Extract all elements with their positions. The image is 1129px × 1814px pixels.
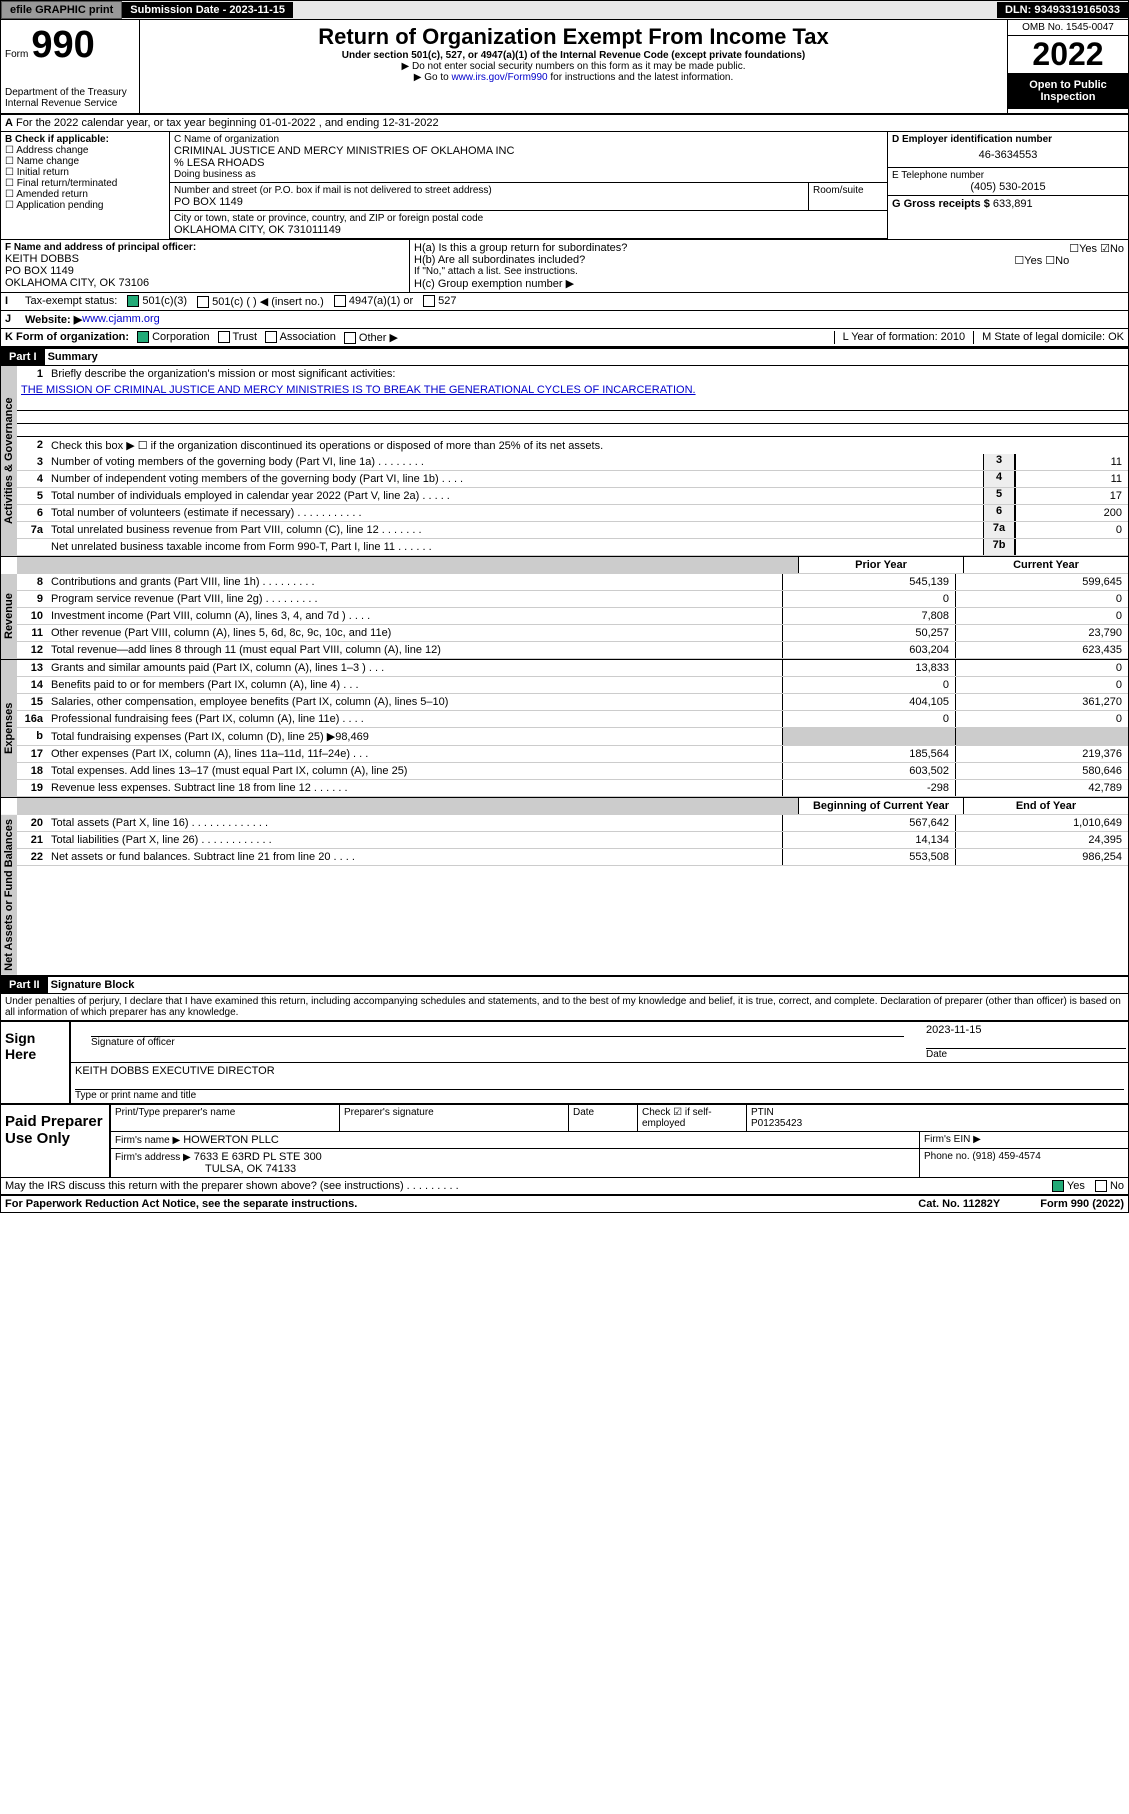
paid-preparer-label: Paid Preparer Use Only bbox=[1, 1105, 109, 1177]
irs-link[interactable]: www.irs.gov/Form990 bbox=[451, 72, 547, 83]
part2-hdr: Part II bbox=[1, 977, 48, 993]
form-prefix: Form bbox=[5, 49, 28, 60]
check-name[interactable]: ☐ Name change bbox=[5, 156, 165, 167]
officer-typed: KEITH DOBBS EXECUTIVE DIRECTOR bbox=[75, 1065, 1124, 1077]
dln: DLN: 93493319165033 bbox=[997, 2, 1128, 18]
check-final[interactable]: ☐ Final return/terminated bbox=[5, 178, 165, 189]
sig-date: 2023-11-15 bbox=[926, 1024, 1126, 1036]
dept: Department of the Treasury bbox=[5, 87, 135, 98]
g-label: G Gross receipts $ bbox=[892, 198, 990, 210]
check-amended[interactable]: ☐ Amended return bbox=[5, 189, 165, 200]
section-b-label: B Check if applicable: bbox=[5, 134, 165, 145]
officer-addr2: OKLAHOMA CITY, OK 73106 bbox=[5, 277, 405, 289]
form-title: Return of Organization Exempt From Incom… bbox=[144, 24, 1003, 50]
discuss-no[interactable]: No bbox=[1095, 1180, 1124, 1192]
sig-officer-label: Signature of officer bbox=[91, 1037, 904, 1048]
ck-501c[interactable]: 501(c) ( ) ◀ (insert no.) bbox=[197, 295, 324, 308]
e-label: E Telephone number bbox=[892, 170, 1124, 181]
phone: (405) 530-2015 bbox=[892, 181, 1124, 193]
irs: Internal Revenue Service bbox=[5, 98, 135, 109]
org-name: CRIMINAL JUSTICE AND MERCY MINISTRIES OF… bbox=[174, 145, 883, 157]
tab-governance: Activities & Governance bbox=[1, 366, 17, 556]
hb-note: If "No," attach a list. See instructions… bbox=[414, 266, 1124, 277]
ein: 46-3634553 bbox=[892, 145, 1124, 165]
gross-receipts: 633,891 bbox=[993, 198, 1033, 210]
efile-button[interactable]: efile GRAPHIC print bbox=[1, 1, 122, 19]
ck-corp[interactable]: Corporation bbox=[137, 331, 210, 344]
footer-cat: Cat. No. 11282Y bbox=[918, 1198, 1000, 1210]
ha: H(a) Is this a group return for subordin… bbox=[414, 242, 1124, 254]
firm-addr: 7633 E 63RD PL STE 300 bbox=[194, 1151, 322, 1163]
check-self-employed[interactable]: Check ☑ if self-employed bbox=[638, 1105, 747, 1131]
ck-assoc[interactable]: Association bbox=[265, 331, 336, 344]
line-a: A For the 2022 calendar year, or tax yea… bbox=[1, 115, 1128, 132]
declaration: Under penalties of perjury, I declare th… bbox=[1, 993, 1128, 1020]
hb: H(b) Are all subordinates included? ☐Yes… bbox=[414, 254, 1124, 266]
submission-date: Submission Date - 2023-11-15 bbox=[122, 2, 293, 18]
firm-phone: (918) 459-4574 bbox=[972, 1151, 1040, 1162]
ck-trust[interactable]: Trust bbox=[218, 331, 258, 344]
form-number: 990 bbox=[31, 24, 94, 66]
col-curr: Current Year bbox=[963, 557, 1128, 573]
tab-revenue: Revenue bbox=[1, 574, 17, 659]
ck-4947[interactable]: 4947(a)(1) or bbox=[334, 295, 413, 308]
m-state: M State of legal domicile: OK bbox=[973, 331, 1124, 344]
org-care: % LESA RHOADS bbox=[174, 157, 883, 169]
org-city: OKLAHOMA CITY, OK 731011149 bbox=[174, 224, 883, 236]
discuss-label: May the IRS discuss this return with the… bbox=[5, 1180, 459, 1192]
tab-expenses: Expenses bbox=[1, 660, 17, 797]
col-prior: Prior Year bbox=[798, 557, 963, 573]
f-label: F Name and address of principal officer: bbox=[5, 242, 405, 253]
d-label: D Employer identification number bbox=[892, 134, 1124, 145]
part1-hdr: Part I bbox=[1, 349, 45, 365]
part2-title: Signature Block bbox=[51, 979, 135, 991]
firm-name: HOWERTON PLLC bbox=[183, 1134, 279, 1146]
ck-527[interactable]: 527 bbox=[423, 295, 456, 308]
officer-addr1: PO BOX 1149 bbox=[5, 265, 405, 277]
i-label: Tax-exempt status: bbox=[25, 295, 117, 308]
check-address[interactable]: ☐ Address change bbox=[5, 145, 165, 156]
officer-name: KEITH DOBBS bbox=[5, 253, 405, 265]
firm-ein-label: Firm's EIN ▶ bbox=[920, 1132, 1128, 1148]
l2-desc: Check this box ▶ ☐ if the organization d… bbox=[47, 437, 1128, 454]
mission-line bbox=[17, 398, 1128, 411]
tab-netassets: Net Assets or Fund Balances bbox=[1, 815, 17, 975]
form-header: Form 990 Department of the Treasury Inte… bbox=[1, 20, 1128, 115]
sign-here: Sign Here bbox=[1, 1022, 69, 1103]
footer-left: For Paperwork Reduction Act Notice, see … bbox=[5, 1198, 357, 1210]
ck-other[interactable]: Other ▶ bbox=[344, 331, 398, 344]
check-initial[interactable]: ☐ Initial return bbox=[5, 167, 165, 178]
org-address: PO BOX 1149 bbox=[174, 196, 804, 208]
omb-number: OMB No. 1545-0047 bbox=[1008, 20, 1128, 36]
top-toolbar: efile GRAPHIC print Submission Date - 20… bbox=[1, 1, 1128, 20]
website-link[interactable]: www.cjamm.org bbox=[82, 313, 160, 326]
j-label: Website: ▶ bbox=[25, 313, 82, 326]
check-pending[interactable]: ☐ Application pending bbox=[5, 200, 165, 211]
subtitle-1: Under section 501(c), 527, or 4947(a)(1)… bbox=[144, 50, 1003, 61]
ck-501c3[interactable]: 501(c)(3) bbox=[127, 295, 187, 308]
tax-year: 2022 bbox=[1008, 36, 1128, 73]
l-year: L Year of formation: 2010 bbox=[834, 331, 966, 344]
ptin: P01235423 bbox=[751, 1118, 802, 1129]
hc: H(c) Group exemption number ▶ bbox=[414, 277, 1124, 290]
col-beg: Beginning of Current Year bbox=[798, 798, 963, 814]
discuss-yes[interactable]: Yes bbox=[1052, 1180, 1085, 1192]
mission-text: THE MISSION OF CRIMINAL JUSTICE AND MERC… bbox=[17, 382, 1128, 398]
col-end: End of Year bbox=[963, 798, 1128, 814]
open-inspection: Open to Public Inspection bbox=[1008, 73, 1128, 109]
room-label: Room/suite bbox=[808, 183, 887, 210]
k-label: K Form of organization: bbox=[5, 331, 129, 344]
dba-label: Doing business as bbox=[174, 169, 883, 180]
subtitle-2: ▶ Do not enter social security numbers o… bbox=[144, 61, 1003, 72]
l1-desc: Briefly describe the organization's miss… bbox=[47, 366, 1128, 382]
c-name-label: C Name of organization bbox=[174, 134, 883, 145]
footer-form: Form 990 (2022) bbox=[1040, 1198, 1124, 1210]
part1-title: Summary bbox=[48, 351, 98, 363]
